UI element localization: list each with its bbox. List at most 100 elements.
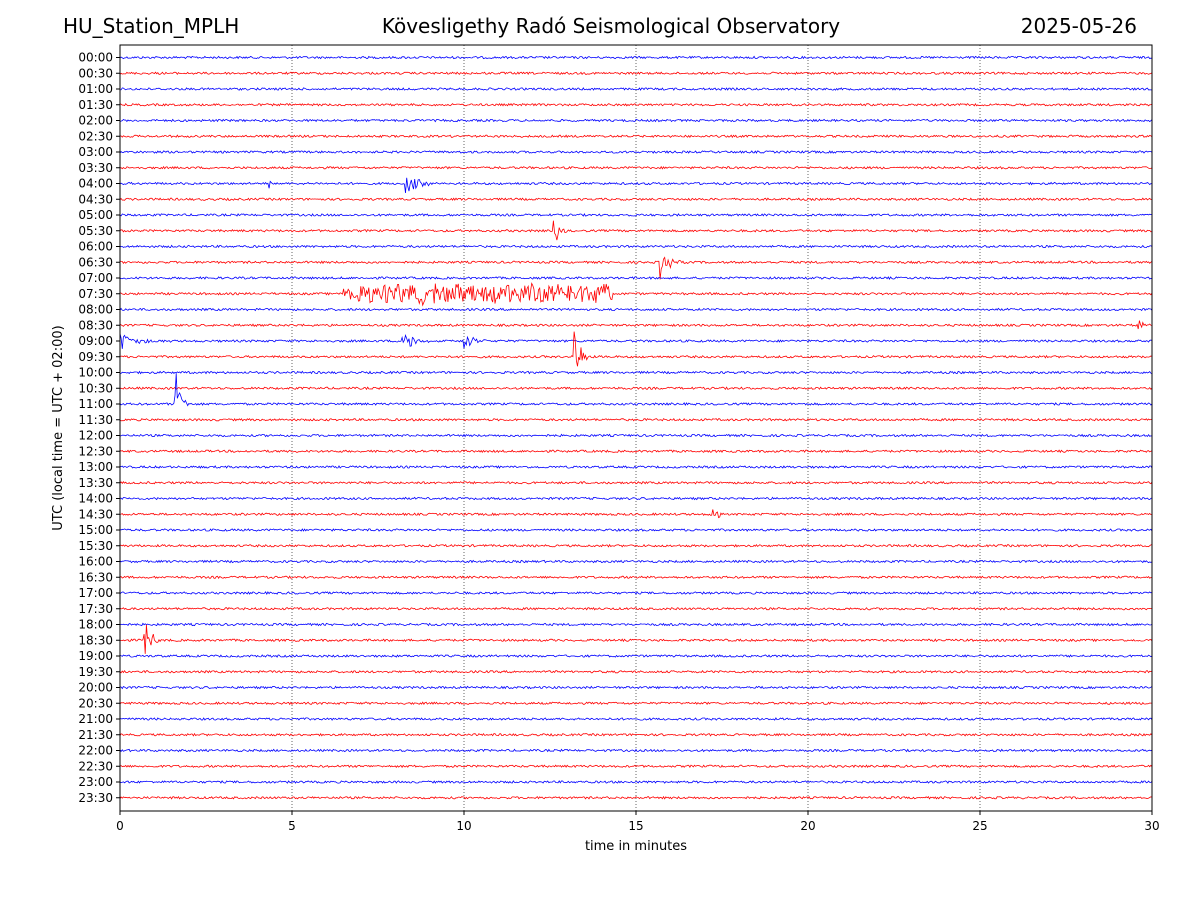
y-tick-label: 02:00 (78, 114, 113, 128)
trace-0730 (119, 282, 1153, 307)
trace-0930 (119, 331, 1153, 367)
y-tick-label: 21:30 (78, 728, 113, 742)
trace-0500 (119, 213, 1153, 217)
trace-1700 (119, 591, 1153, 595)
y-tick-label: 11:30 (78, 413, 113, 427)
trace-0830 (119, 320, 1153, 330)
y-tick-label: 06:00 (78, 240, 113, 254)
y-tick-label: 16:00 (78, 555, 113, 569)
trace-0530 (119, 220, 1153, 241)
x-tick-label: 25 (972, 819, 987, 833)
trace-0400 (119, 177, 1153, 194)
trace-1030 (119, 386, 1153, 391)
y-tick-label: 09:30 (78, 350, 113, 364)
trace-0230 (119, 134, 1153, 139)
y-tick-label: 20:30 (78, 696, 113, 710)
trace-1630 (119, 575, 1153, 580)
y-tick-label: 20:00 (78, 681, 113, 695)
trace-1400 (120, 496, 1153, 501)
trace-1300 (119, 465, 1153, 469)
trace-0200 (119, 118, 1153, 123)
y-tick-label: 17:00 (78, 586, 113, 600)
y-tick-label: 09:00 (78, 334, 113, 348)
trace-0030 (119, 71, 1153, 76)
trace-1800 (119, 622, 1153, 627)
y-tick-label: 23:00 (78, 775, 113, 789)
trace-group (119, 55, 1153, 800)
y-tick-label: 12:30 (78, 444, 113, 458)
trace-0330 (119, 165, 1153, 170)
y-tick-label: 10:30 (78, 381, 113, 395)
y-tick-label: 01:30 (78, 98, 113, 112)
y-tick-label: 07:00 (78, 271, 113, 285)
y-tick-label: 00:30 (78, 66, 113, 80)
trace-2030 (119, 701, 1152, 706)
trace-0430 (119, 197, 1152, 202)
grid-lines (291, 45, 981, 811)
y-tick-label: 06:30 (78, 255, 113, 269)
trace-0630 (119, 256, 1153, 280)
y-tick-label: 04:00 (78, 177, 113, 191)
x-tick-label: 5 (288, 819, 296, 833)
y-tick-label: 01:00 (78, 82, 113, 96)
trace-1200 (119, 433, 1153, 438)
trace-2300 (119, 780, 1153, 784)
x-tick-label: 10 (456, 819, 471, 833)
y-tick-label: 05:00 (78, 208, 113, 222)
trace-1130 (119, 417, 1153, 422)
x-tick-label: 30 (1144, 819, 1159, 833)
y-tick-label: 03:30 (78, 161, 113, 175)
x-axis-label: time in minutes (585, 839, 687, 854)
x-axis: 0 5 10 15 20 25 30 (116, 811, 1160, 833)
trace-0900 (119, 333, 1153, 349)
trace-2330 (119, 795, 1153, 800)
trace-1430 (119, 509, 1153, 519)
y-tick-label: 11:00 (78, 397, 113, 411)
y-tick-label: 05:30 (78, 224, 113, 238)
trace-0700 (119, 276, 1153, 280)
y-tick-label: 17:30 (78, 602, 113, 616)
y-tick-label: 19:00 (78, 649, 113, 663)
trace-0600 (119, 244, 1153, 249)
y-tick-label: 15:30 (78, 539, 113, 553)
trace-1100 (119, 373, 1153, 407)
y-tick-label: 19:30 (78, 665, 113, 679)
y-axis-label: UTC (local time = UTC + 02:00) (51, 325, 66, 530)
y-tick-label: 13:30 (78, 476, 113, 490)
y-tick-label: 18:30 (78, 633, 113, 647)
y-tick-label: 12:00 (78, 429, 113, 443)
x-tick-label: 20 (800, 819, 815, 833)
x-tick-label: 0 (116, 819, 124, 833)
y-tick-label: 23:30 (78, 791, 113, 805)
y-tick-label: 13:00 (78, 460, 113, 474)
y-tick-label: 08:00 (78, 303, 113, 317)
trace-0300 (119, 150, 1153, 154)
trace-1530 (119, 543, 1153, 548)
trace-1930 (119, 669, 1153, 674)
trace-0000 (119, 55, 1153, 60)
y-tick-label: 21:00 (78, 712, 113, 726)
trace-0130 (119, 102, 1153, 107)
trace-1900 (119, 654, 1153, 658)
y-tick-label: 07:30 (78, 287, 113, 301)
date-label: 2025-05-26 (1020, 14, 1137, 38)
y-tick-label: 18:00 (78, 618, 113, 632)
trace-1830 (120, 624, 1153, 654)
trace-1230 (119, 449, 1153, 454)
y-tick-label: 02:30 (78, 129, 113, 143)
y-tick-label: 10:00 (78, 366, 113, 380)
trace-1600 (119, 559, 1153, 564)
observatory-title: Kövesligethy Radó Seismological Observat… (381, 14, 841, 38)
trace-1500 (119, 528, 1153, 532)
trace-1730 (119, 606, 1153, 611)
y-tick-label: 04:30 (78, 192, 113, 206)
y-tick-label: 15:00 (78, 523, 113, 537)
y-tick-label: 14:00 (78, 492, 113, 506)
trace-2230 (119, 764, 1153, 769)
y-tick-label: 14:30 (78, 507, 113, 521)
y-tick-label: 16:30 (78, 570, 113, 584)
station-label: HU_Station_MPLH (63, 14, 240, 38)
y-tick-label: 22:00 (78, 744, 113, 758)
